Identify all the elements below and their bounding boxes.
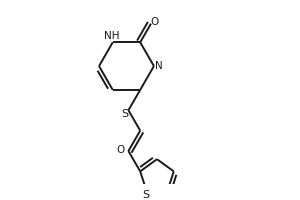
Text: O: O [150, 17, 159, 27]
Text: S: S [142, 190, 149, 200]
Text: O: O [117, 145, 125, 155]
Text: N: N [155, 61, 163, 71]
Text: NH: NH [104, 31, 119, 41]
Text: S: S [121, 109, 128, 119]
